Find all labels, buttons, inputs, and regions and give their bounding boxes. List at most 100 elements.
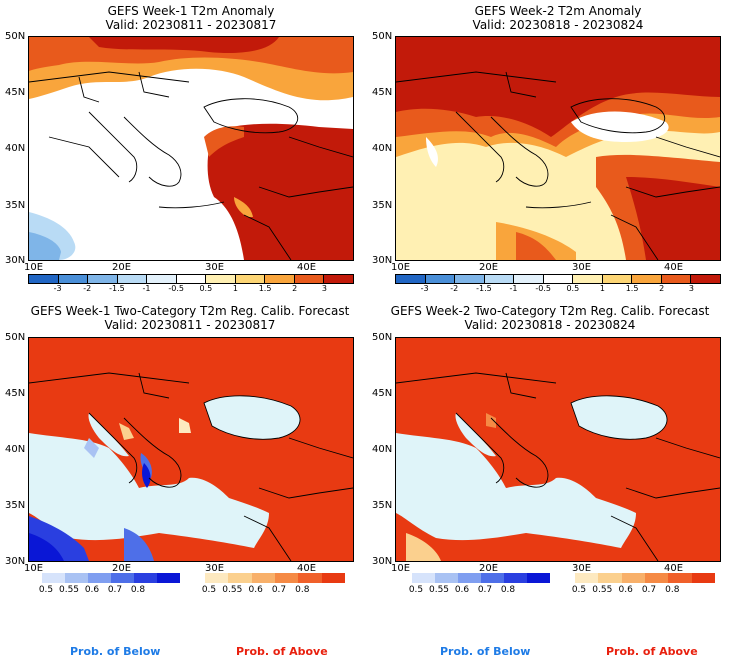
panel-2-lat-35: 35N (372, 200, 393, 211)
colorbar-tick-label: 2 (292, 284, 298, 293)
panel-4-lon-30: 30E (572, 563, 592, 574)
colorbar-segment (455, 275, 485, 283)
prob-below-segment (481, 573, 504, 583)
panel-2-lon-20: 20E (479, 262, 499, 273)
prob-below-segment (435, 573, 458, 583)
panel-3-title-line1: GEFS Week-1 Two-Category T2m Reg. Calib.… (30, 304, 350, 318)
panel-4-prob-above-colorbar (575, 573, 715, 583)
prob-tick-label: 0.5 (38, 585, 54, 595)
panel-4-prob-above-label: Prob. of Above (606, 645, 698, 658)
panel-3-lon-20: 20E (112, 563, 132, 574)
colorbar-segment (117, 275, 148, 283)
prob-tick-label: 0.6 (248, 585, 263, 595)
colorbar-segment (543, 275, 574, 283)
colorbar-tick-label: 3 (321, 284, 327, 293)
panel-1-title: GEFS Week-1 T2m Anomaly Valid: 20230811 … (28, 4, 354, 32)
prob-below-segment (134, 573, 157, 583)
panel-4-prob-below-label: Prob. of Below (440, 645, 531, 658)
prob-tick-label: 0.55 (222, 585, 243, 595)
panel-2-lat-50: 50N (372, 31, 393, 42)
colorbar-tick-label: 1.5 (258, 284, 272, 293)
prob-tick-label: 0.6 (84, 585, 100, 595)
colorbar-segment (396, 275, 426, 283)
colorbar-segment (147, 275, 177, 283)
panel-4-lon-40: 40E (664, 563, 684, 574)
prob-above-segment (274, 573, 299, 583)
panel-2-lat-30: 30N (372, 255, 393, 266)
prob-tick-label: 0.55 (58, 585, 80, 595)
panel-1-lat-30: 30N (5, 255, 26, 266)
prob-tick-label: 0.7 (477, 585, 493, 595)
colorbar-tick-label: 1 (232, 284, 238, 293)
panel-3-lat-40: 40N (5, 444, 26, 455)
colorbar-segment (573, 275, 603, 283)
prob-below-segment (504, 573, 527, 583)
panel-3-lat-50: 50N (5, 332, 26, 343)
panel-3-lat-30: 30N (5, 556, 26, 567)
prob-tick-label: 0.8 (665, 585, 680, 595)
colorbar-tick-label: -2 (450, 284, 459, 293)
colorbar-segment (602, 275, 633, 283)
colorbar-segment (661, 275, 692, 283)
prob-below-segment (458, 573, 481, 583)
colorbar-segment (265, 275, 295, 283)
colorbar-segment (514, 275, 544, 283)
panel-3-prob-below-colorbar (42, 573, 180, 583)
colorbar-tick-label: 1.5 (625, 284, 639, 293)
prob-below-segment (42, 573, 65, 583)
prob-below-segment (412, 573, 435, 583)
panel-4-lat-40: 40N (372, 444, 393, 455)
colorbar-tick-label: -0.5 (535, 284, 551, 293)
panel-3-prob-below-label: Prob. of Below (70, 645, 161, 658)
prob-tick-label: 0.55 (592, 585, 613, 595)
panel-4-title-line2: Valid: 20230818 - 20230824 (464, 318, 636, 332)
colorbar-tick-label: 0.5 (566, 284, 580, 293)
panel-2-anomaly-map (395, 36, 721, 261)
prob-above-segment (251, 573, 275, 583)
prob-above-segment (298, 573, 322, 583)
prob-above-segment (575, 573, 599, 583)
prob-below-segment (65, 573, 88, 583)
panel-1-lon-10: 10E (24, 262, 44, 273)
panel-2-title-line1: GEFS Week-2 T2m Anomaly (474, 4, 642, 18)
panel-3-prob-above-label: Prob. of Above (236, 645, 328, 658)
prob-above-segment (205, 573, 229, 583)
panel-1-lon-20: 20E (112, 262, 132, 273)
colorbar-tick-label: 1 (599, 284, 605, 293)
prob-tick-label: 0.5 (571, 585, 587, 595)
panel-1-lat-35: 35N (5, 200, 26, 211)
colorbar-tick-label: -3 (53, 284, 62, 293)
panel-2-lon-30: 30E (572, 262, 592, 273)
panel-3-probability-map (28, 337, 354, 562)
panel-2-lon-10: 10E (391, 262, 411, 273)
colorbar-segment (206, 275, 236, 283)
prob-tick-label: 0.6 (454, 585, 470, 595)
prob-below-segment (157, 573, 180, 583)
colorbar-segment (29, 275, 59, 283)
panel-1-lon-30: 30E (205, 262, 225, 273)
prob-tick-label: 0.8 (130, 585, 146, 595)
colorbar-tick-label: 0.5 (199, 284, 213, 293)
panel-2-lon-40: 40E (664, 262, 684, 273)
panel-1-lat-40: 40N (5, 143, 26, 154)
colorbar-segment (484, 275, 515, 283)
panel-4-title: GEFS Week-2 Two-Category T2m Reg. Calib.… (360, 304, 740, 332)
panel-1-title-line2: Valid: 20230811 - 20230817 (105, 18, 277, 32)
panel-4-lat-30: 30N (372, 556, 393, 567)
colorbar-tick-label: -2 (83, 284, 92, 293)
panel-2-lat-45: 45N (372, 87, 393, 98)
panel-1-anomaly-colorbar (28, 274, 354, 284)
panel-3-lon-10: 10E (24, 563, 44, 574)
panel-4-prob-below-colorbar (412, 573, 550, 583)
prob-tick-label: 0.7 (271, 585, 287, 595)
panel-1-lat-45: 45N (5, 87, 26, 98)
prob-above-segment (228, 573, 252, 583)
prob-above-segment (598, 573, 622, 583)
panel-2-title-line2: Valid: 20230818 - 20230824 (472, 18, 644, 32)
prob-above-segment (668, 573, 692, 583)
panel-4-lat-50: 50N (372, 332, 393, 343)
panel-3-lon-40: 40E (297, 563, 317, 574)
prob-below-segment (527, 573, 550, 583)
panel-3-lat-45: 45N (5, 388, 26, 399)
panel-4-lon-20: 20E (479, 563, 499, 574)
